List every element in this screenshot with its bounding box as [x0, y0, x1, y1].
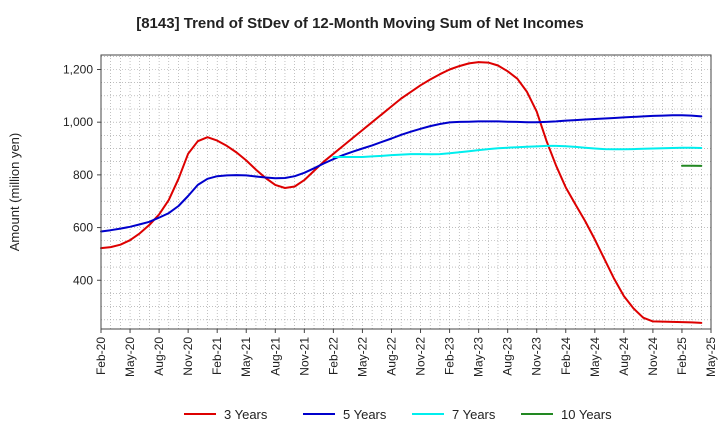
x-tick-label: Nov-22: [414, 337, 428, 376]
chart-title: [8143] Trend of StDev of 12-Month Moving…: [136, 15, 584, 32]
x-tick-label: May-20: [123, 337, 137, 377]
x-tick-label: Feb-22: [326, 337, 340, 375]
x-tick-label: Aug-21: [268, 337, 282, 376]
x-tick-label: Aug-22: [384, 337, 398, 376]
y-tick-label: 800: [73, 168, 93, 182]
x-tick-label: Feb-23: [443, 337, 457, 375]
x-tick-label: Aug-23: [501, 337, 515, 376]
legend-label: 10 Years: [561, 407, 612, 422]
x-tick-label: Nov-21: [297, 337, 311, 376]
grid: [101, 55, 711, 329]
x-tick-label: Nov-23: [530, 337, 544, 376]
y-tick-label: 1,200: [63, 62, 93, 76]
x-axis-ticks: Feb-20 May-20 Aug-20 Nov-20 Feb-21 May-21 Aug-…: [94, 329, 718, 377]
x-tick-label: Feb-21: [210, 337, 224, 375]
x-tick-label: Feb-20: [94, 337, 108, 375]
plot-frame: [100, 54, 712, 330]
y-tick-label: 400: [73, 273, 93, 287]
x-tick-label: Aug-24: [617, 337, 631, 376]
x-tick-label: Feb-24: [559, 337, 573, 375]
y-axis-ticks: 400 600 800 1,000 1,200: [63, 62, 101, 287]
legend: 3 Years 5 Years 7 Years 10 Years: [184, 407, 612, 422]
legend-label: 3 Years: [224, 407, 268, 422]
y-tick-label: 600: [73, 221, 93, 235]
x-tick-label: Nov-24: [646, 337, 660, 376]
x-tick-label: May-23: [472, 337, 486, 377]
plot-area: [101, 55, 711, 329]
series-line-3: [332, 144, 703, 158]
y-tick-label: 1,000: [63, 115, 93, 129]
x-tick-label: Feb-25: [675, 337, 689, 375]
legend-label: 5 Years: [343, 407, 387, 422]
series-line-1: [100, 61, 703, 324]
y-axis-label: Amount (million yen): [7, 133, 22, 252]
x-tick-label: Nov-20: [181, 337, 195, 376]
x-tick-label: May-21: [239, 337, 253, 377]
x-tick-label: May-24: [588, 337, 602, 377]
series-line-2: [100, 114, 703, 233]
x-tick-label: May-22: [355, 337, 369, 377]
legend-label: 7 Years: [452, 407, 496, 422]
x-tick-label: May-25: [704, 337, 718, 377]
x-tick-label: Aug-20: [152, 337, 166, 376]
series-lines: [100, 61, 703, 324]
